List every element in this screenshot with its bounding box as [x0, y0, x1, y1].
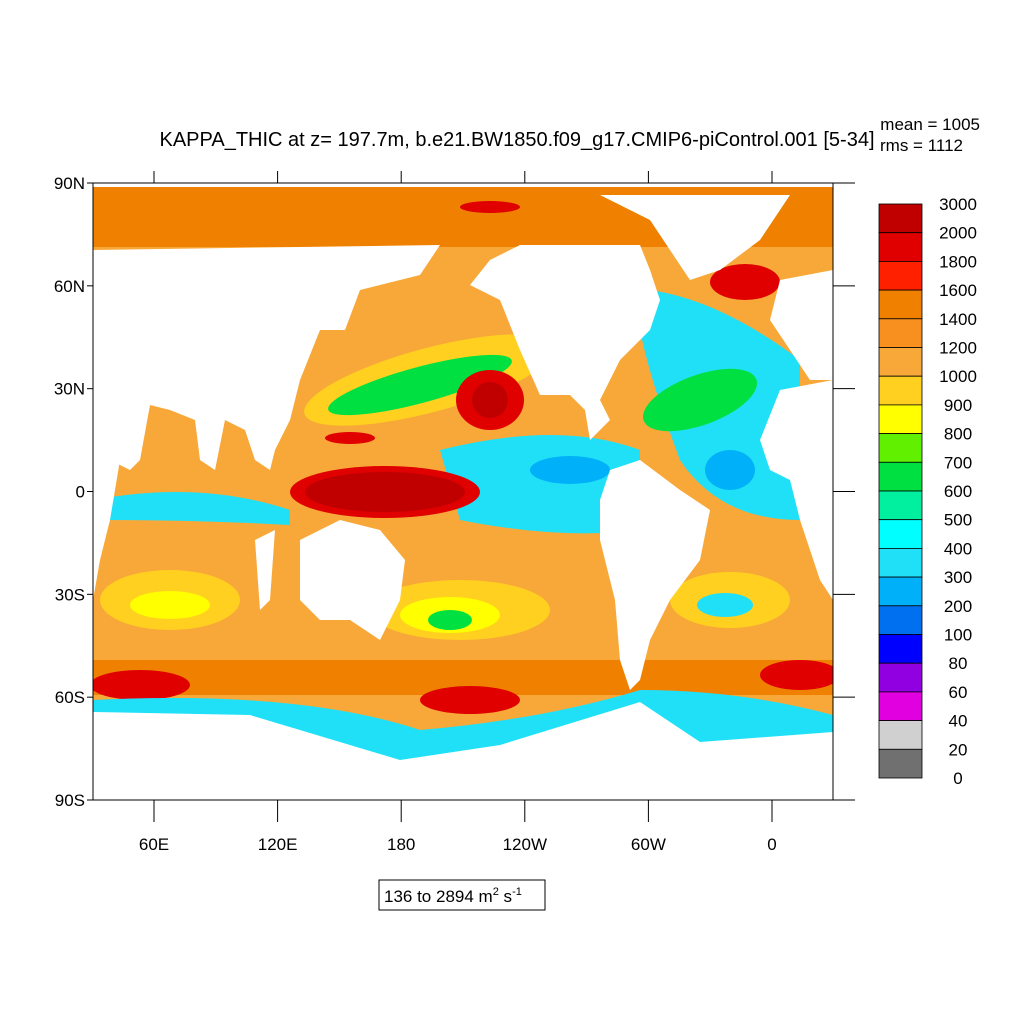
colorbar-box [878, 433, 923, 463]
colorbar-box [878, 347, 923, 377]
colorbar-box [878, 375, 923, 406]
lon-label: 120W [503, 835, 547, 854]
lat-label: 60S [55, 688, 85, 707]
range-box [378, 879, 546, 911]
lat-label: 30N [54, 380, 85, 399]
colorbar-label: 400 [944, 539, 972, 558]
colorbar-box [878, 490, 923, 521]
colorbar-label: 3000 [939, 195, 977, 214]
range-label: 136 to 2894 m2 s-1 [384, 886, 522, 906]
colorbar-box [878, 318, 923, 348]
colorbar-label: 1800 [939, 252, 977, 271]
title: KAPPA_THIC at z= 197.7m, b.e21.BW1850.f0… [159, 129, 874, 151]
map-field [93, 183, 833, 800]
colorbar-label: 2000 [939, 224, 977, 243]
colorbar-box [878, 691, 923, 722]
lat-label: 90N [54, 174, 85, 193]
colorbar-label: 1000 [939, 367, 977, 386]
colorbar-label: 80 [949, 654, 968, 673]
colorbar-label: 40 [949, 712, 968, 731]
rms-label: rms = 1112 [880, 136, 963, 155]
colorbar-label: 20 [949, 740, 968, 759]
colorbar-box [878, 576, 923, 607]
lat-label: 90S [55, 791, 85, 810]
lat-label: 0 [76, 483, 85, 502]
colorbar-label: 1400 [939, 310, 977, 329]
lon-label: 120E [258, 835, 298, 854]
colorbar-box [878, 232, 923, 262]
colorbar-box [878, 634, 923, 664]
colorbar-label: 1200 [939, 339, 977, 358]
colorbar-label: 500 [944, 511, 972, 530]
mean-label: mean = 1005 [880, 115, 980, 134]
colorbar-box [878, 203, 923, 234]
lat-label: 60N [54, 277, 85, 296]
colorbar-label: 900 [944, 396, 972, 415]
lat-label: 30S [55, 585, 85, 604]
colorbar-label: 700 [944, 453, 972, 472]
colorbar-box [878, 748, 923, 779]
lon-label: 180 [387, 835, 415, 854]
colorbar-box [878, 461, 923, 492]
lon-label: 60W [631, 835, 666, 854]
lon-label: 0 [767, 835, 776, 854]
colorbar-label: 800 [944, 425, 972, 444]
colorbar-label: 1600 [939, 281, 977, 300]
colorbar-box [878, 260, 923, 291]
colorbar-box [878, 519, 923, 549]
colorbar-label: 60 [949, 683, 968, 702]
colorbar-label: 0 [953, 769, 962, 788]
colorbar-box [878, 404, 923, 434]
colorbar-box [878, 289, 923, 320]
colorbar-label: 300 [944, 568, 972, 587]
lon-label: 60E [139, 835, 169, 854]
colorbar-box [878, 605, 923, 635]
colorbar-label: 100 [944, 626, 972, 645]
colorbar-label: 200 [944, 597, 972, 616]
colorbar-box [878, 720, 923, 750]
colorbar-box [878, 662, 923, 693]
colorbar-label: 600 [944, 482, 972, 501]
colorbar-box [878, 548, 923, 578]
